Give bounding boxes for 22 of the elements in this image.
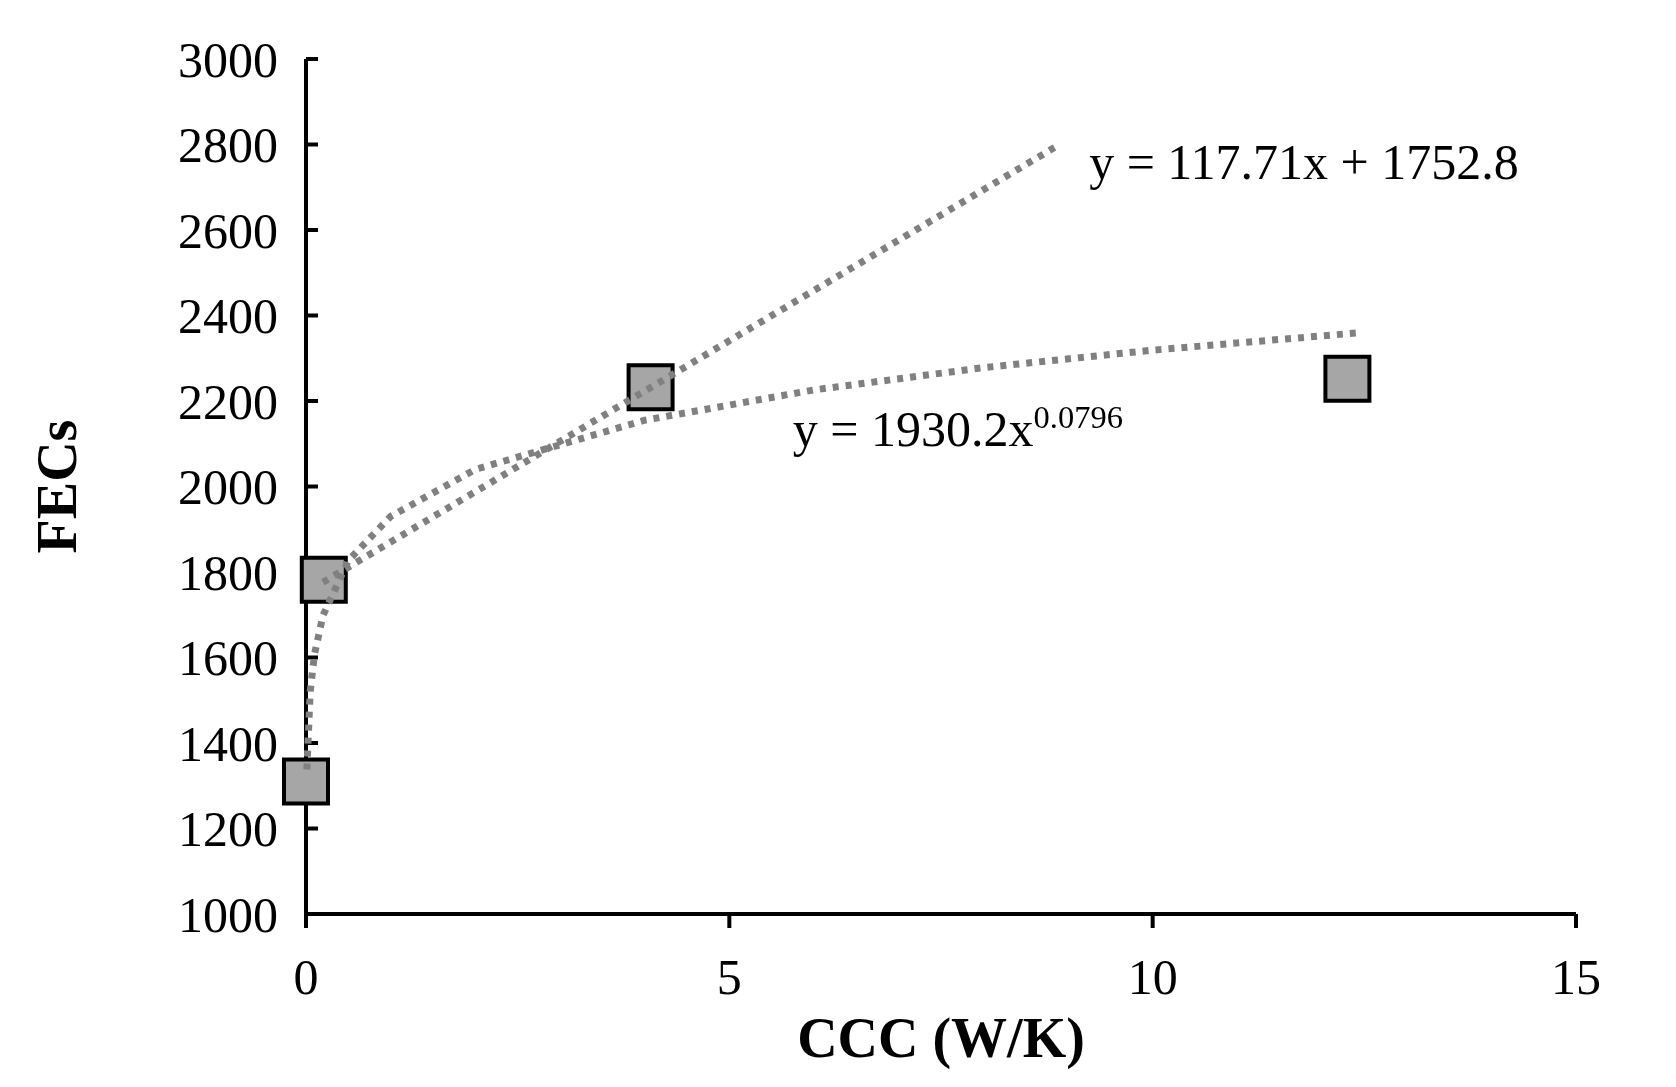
x-tick-label: 10: [1127, 949, 1178, 1005]
y-axis-title: FECs: [26, 419, 88, 554]
y-tick-label: 1000: [178, 886, 278, 943]
y-tick-label: 1800: [178, 544, 278, 601]
annotation: y = 117.71x + 1752.8: [1089, 133, 1519, 190]
y-tick-label: 1200: [178, 801, 278, 857]
y-tick-label: 2800: [178, 117, 278, 173]
y-tick-label: 2200: [178, 373, 278, 430]
y-tick-label: 3000: [178, 31, 278, 88]
y-tick-label: 2000: [178, 459, 278, 515]
x-tick-label: 5: [716, 949, 742, 1005]
x-tick-label: 15: [1551, 949, 1601, 1005]
x-tick-label: 0: [293, 949, 319, 1005]
point: [626, 363, 675, 412]
y-tick-label: 1600: [178, 630, 278, 686]
point: [282, 757, 330, 806]
annotation: y = 1930.2x$^{0.0796}$: [792, 398, 1123, 457]
y-tick-label: 2600: [178, 202, 278, 259]
y-tick-label: 2400: [178, 288, 278, 344]
y-tick-label: 1400: [178, 715, 278, 772]
x-axis-title: CCC (W/K): [797, 1007, 1085, 1070]
point: [1323, 354, 1372, 403]
